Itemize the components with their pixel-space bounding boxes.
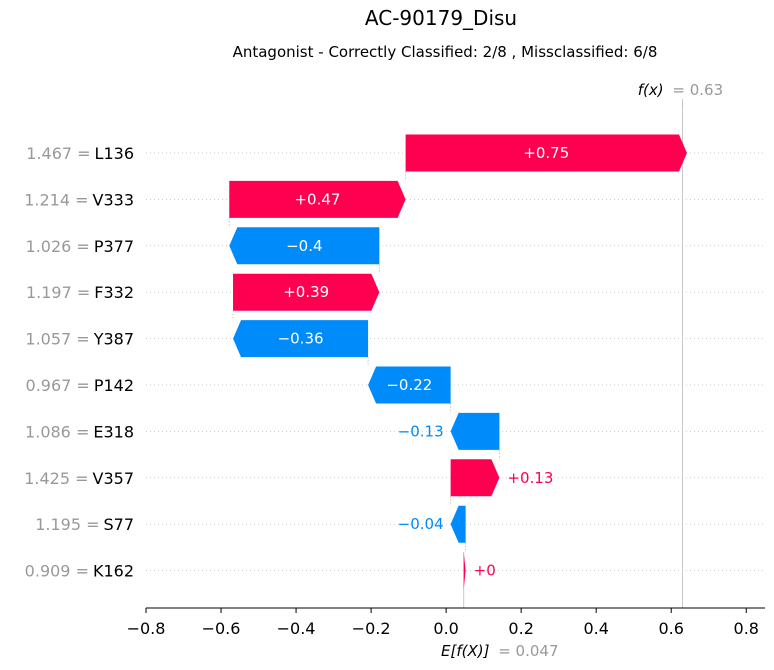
x-tick-label: 0.0 [433, 619, 458, 638]
output-value-label: f(x) = 0.63 [638, 81, 723, 99]
x-tick-label: 0.4 [583, 619, 608, 638]
bars [229, 134, 687, 590]
waterfall-bar [233, 320, 369, 358]
waterfall-bar [229, 227, 380, 265]
feature-name: K162 [93, 562, 134, 581]
feature-label: 1.195 = S77 [35, 515, 134, 534]
waterfall-bar [463, 552, 466, 590]
feature-name: Y387 [93, 330, 134, 349]
feature-name: S77 [103, 515, 134, 534]
bar-value-label: +0.75 [523, 144, 569, 162]
reference-lines [463, 99, 683, 608]
base-value-name: E[f(X)] [441, 642, 490, 660]
feature-name: P142 [94, 376, 134, 395]
bar-value-label: +0.39 [283, 283, 329, 301]
x-tick-label: 0.8 [734, 619, 759, 638]
bar-labels: +0.75 +0.47 −0.4 +0.39 −0.36 −0.22 −0.13 +0.13 −… [278, 144, 570, 580]
bar-value-label: −0.04 [398, 515, 444, 533]
chart-subtitle: Antagonist - Correctly Classified: 2/8 ,… [233, 43, 658, 61]
feature-value: 1.195 = [35, 515, 99, 534]
feature-value: 1.057 = [25, 330, 89, 349]
x-ticks: −0.8 −0.6 −0.4 −0.2 0.0 0.2 0.4 0.6 0.8 [127, 608, 759, 638]
bar-value-label: +0.47 [294, 190, 340, 208]
waterfall-bar [405, 134, 687, 172]
x-tick-label: 0.2 [508, 619, 533, 638]
bar-value-label: −0.36 [278, 330, 324, 348]
base-value-text: = 0.047 [498, 642, 558, 660]
waterfall-bar [233, 273, 380, 311]
waterfall-bar [229, 180, 406, 218]
chart-title: AC-90179_Disu [365, 6, 517, 30]
output-value-name: f(x) [638, 81, 664, 99]
feature-value: 0.909 = [25, 562, 89, 581]
feature-name: V333 [93, 190, 134, 209]
bar-value-label: −0.4 [286, 237, 322, 255]
feature-name: P377 [94, 237, 134, 256]
feature-label: 1.467 = L136 [26, 144, 134, 163]
feature-label: 1.214 = V333 [24, 190, 134, 209]
feature-label: 1.086 = E318 [25, 422, 134, 441]
feature-name: L136 [95, 144, 134, 163]
feature-name: V357 [93, 469, 134, 488]
feature-value: 1.425 = [24, 469, 88, 488]
waterfall-bar [450, 459, 500, 497]
x-tick-label: 0.6 [658, 619, 683, 638]
bar-value-label: −0.22 [386, 376, 432, 394]
feature-value: 1.086 = [25, 422, 89, 441]
feature-label: 1.026 = P377 [26, 237, 134, 256]
x-axis: −0.8 −0.6 −0.4 −0.2 0.0 0.2 0.4 0.6 0.8 [127, 607, 765, 638]
waterfall-bar [450, 505, 466, 543]
feature-label: 0.967 = P142 [26, 376, 134, 395]
bar-value-label: +0 [474, 562, 496, 580]
feature-value: 0.967 = [26, 376, 90, 395]
output-value-text: = 0.63 [672, 81, 723, 99]
x-tick-label: −0.6 [202, 619, 241, 638]
x-tick-label: −0.2 [352, 619, 391, 638]
feature-name: F332 [94, 283, 134, 302]
feature-name: E318 [93, 422, 134, 441]
base-value-label: E[f(X)] = 0.047 [441, 642, 559, 660]
feature-value: 1.467 = [26, 144, 90, 163]
x-tick-label: −0.8 [127, 619, 166, 638]
feature-value: 1.197 = [26, 283, 90, 302]
bar-value-label: +0.13 [507, 469, 553, 487]
waterfall-bar [368, 366, 451, 404]
feature-label: 1.425 = V357 [24, 469, 134, 488]
feature-value: 1.026 = [26, 237, 90, 256]
feature-label: 1.057 = Y387 [25, 330, 134, 349]
feature-label: 0.909 = K162 [25, 562, 134, 581]
waterfall-bar [450, 412, 500, 450]
feature-value: 1.214 = [24, 190, 88, 209]
bar-value-label: −0.13 [398, 422, 444, 440]
feature-label: 1.197 = F332 [26, 283, 134, 302]
feature-labels: 1.467 = L136 1.214 = V333 1.026 = P377 1.197 =… [24, 144, 134, 581]
x-tick-label: −0.4 [277, 619, 316, 638]
